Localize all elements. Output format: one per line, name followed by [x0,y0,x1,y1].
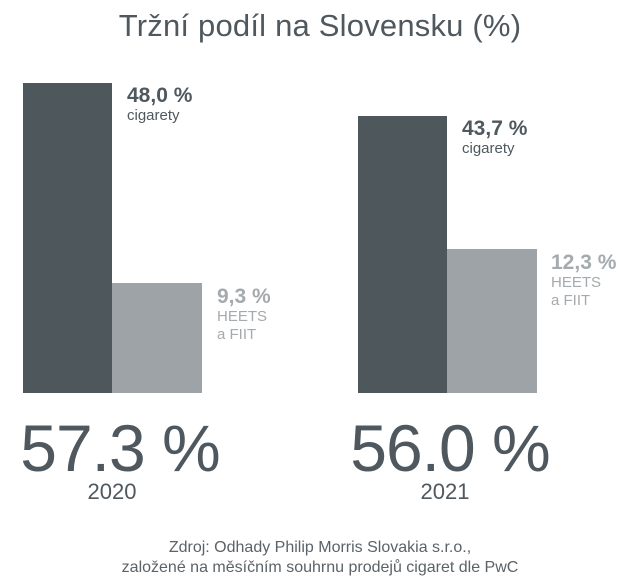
source-line-2: založené na měsíčním souhrnu prodejů cig… [121,559,519,576]
chart-title: Tržní podíl na Slovensku (%) [118,8,522,43]
category-label: cigarety [127,107,180,125]
year-2021: 2021 [420,479,470,504]
total-2021: 56.0 % [350,411,550,485]
category-label: cigarety [462,140,515,158]
label-2020-cigarety: 48,0 % cigarety [127,84,192,125]
year-2020: 2020 [87,479,137,504]
label-2020-heets-fiit: 9,3 % HEETS a FIIT [217,285,271,344]
bar-2021-cigarety [358,116,447,393]
value-label: 12,3 % [551,251,617,274]
value-label: 43,7 % [462,117,528,140]
total-2020: 57.3 % [20,411,220,485]
bar-2020-heets-fiit [112,283,202,393]
label-2021-heets-fiit: 12,3 % HEETS a FIIT [551,251,616,310]
value-label: 48,0 % [127,84,193,107]
source-line-1: Zdroj: Odhady Philip Morris Slovakia s.r… [168,539,472,556]
source-note: Zdroj: Odhady Philip Morris Slovakia s.r… [0,538,640,578]
bar-2020-cigarety [23,83,112,393]
label-2021-cigarety: 43,7 % cigarety [462,117,527,158]
category-label-line1: HEETS [551,274,602,292]
bar-2021-heets-fiit [447,249,537,393]
category-label-line2: a FIIT [217,326,257,344]
value-label: 9,3 % [217,285,271,308]
category-label-line2: a FIIT [551,292,591,310]
category-label-line1: HEETS [217,308,268,326]
